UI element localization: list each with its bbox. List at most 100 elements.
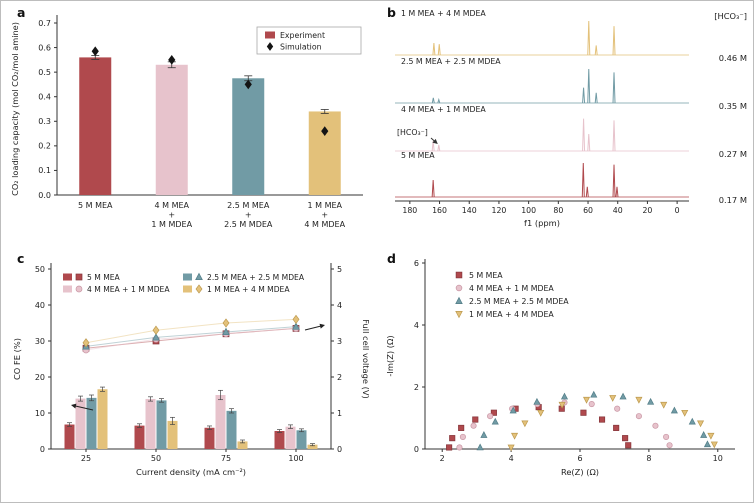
- nmr-peak: [612, 26, 616, 56]
- eis-point: [456, 444, 463, 451]
- y-tick-label: 2: [414, 383, 419, 392]
- y-tick-label-left: 0: [40, 445, 45, 454]
- legend-marker: [75, 273, 83, 281]
- legend-marker: [455, 284, 463, 292]
- simulation-marker: [168, 54, 176, 65]
- legend-marker: [266, 42, 274, 51]
- eis-point: [476, 443, 484, 451]
- x-tick-label: 80: [553, 206, 563, 215]
- legend-label: 5 M MEA: [469, 271, 503, 280]
- y-tick-label: 0.4: [38, 93, 51, 102]
- nmr-peak: [585, 186, 589, 198]
- legend-label: 2.5 M MEA + 2.5 M MDEA: [207, 273, 305, 282]
- voltage-marker: [152, 333, 160, 341]
- eis-point: [635, 396, 643, 404]
- nmr-peak: [581, 162, 585, 198]
- arrow-head: [71, 403, 77, 409]
- nmr-peak: [587, 20, 591, 56]
- co-fe-bar: [204, 427, 215, 449]
- simulation-marker: [321, 126, 329, 136]
- y-axis-title-left: CO FE (%): [12, 338, 22, 380]
- y-tick-label: 6: [414, 259, 419, 268]
- simulation-marker: [244, 79, 252, 90]
- panel-d-letter: d: [387, 251, 396, 266]
- x-tick-label: 8: [646, 454, 651, 463]
- experiment-bar: [79, 57, 112, 196]
- simulation-marker: [91, 46, 99, 57]
- eis-point: [590, 390, 598, 398]
- eis-point: [614, 405, 621, 412]
- nmr-peak: [431, 140, 435, 152]
- legend-label: 1 M MEA + 4 M MDEA: [469, 310, 554, 319]
- legend-swatch: [265, 31, 275, 39]
- voltage-line: [85, 327, 297, 351]
- panel-c-combo-chart: 0 10 20 30 40 50 0 1 2 3 4 5 25 50 75 100 5 M MEA 4 M MEA…: [12, 263, 371, 477]
- x-tick-label: 2: [440, 454, 445, 463]
- voltage-marker: [292, 322, 300, 330]
- eis-point: [688, 417, 696, 425]
- x-tick-label: 50: [151, 454, 161, 463]
- y-tick-label: 0.6: [38, 43, 51, 52]
- nmr-peak: [615, 186, 619, 198]
- x-tick-label: 140: [462, 206, 477, 215]
- x-tick-label: 4 M MEA: [154, 201, 189, 210]
- y-axis-title: CO₂ loading capacity (mol CO₂/mol amine): [10, 22, 20, 196]
- eis-point: [558, 401, 566, 409]
- y-tick-label: 0.2: [38, 142, 51, 151]
- co-fe-bar: [97, 389, 108, 449]
- x-tick-label: 20: [642, 206, 652, 215]
- legend-label: 1 M MEA + 4 M MDEA: [207, 285, 290, 294]
- voltage-marker: [292, 314, 300, 325]
- eis-point: [625, 442, 632, 449]
- eis-point: [509, 406, 517, 414]
- legend-label: 4 M MEA + 1 M MDEA: [469, 284, 554, 293]
- nmr-peak: [582, 87, 586, 104]
- x-tick-label: 40: [613, 206, 623, 215]
- panel-d-nyquist-chart: 0 2 4 6 2 4 6 8 10 5 M MEA 4 M MEA + 1 M MDEA 2.5 M…: [385, 259, 735, 477]
- nmr-peak: [594, 92, 598, 104]
- eis-point: [521, 420, 529, 428]
- y-tick-label-left: 40: [35, 301, 45, 310]
- nmr-peak: [612, 164, 616, 198]
- experiment-bar: [308, 111, 341, 195]
- y-tick-label-left: 10: [35, 409, 45, 418]
- eis-point: [613, 424, 620, 431]
- nmr-peak: [594, 45, 598, 56]
- voltage-marker: [222, 327, 230, 336]
- y-tick-label: 0.5: [38, 68, 51, 77]
- nmr-peak: [437, 97, 441, 104]
- legend-swatch: [63, 273, 72, 281]
- co-fe-bar: [145, 398, 156, 449]
- voltage-line: [85, 327, 297, 349]
- bicarbonate-value: 0.27 M: [719, 149, 747, 159]
- bicarbonate-value: 0.46 M: [719, 53, 747, 63]
- eis-point: [666, 442, 673, 449]
- co-fe-bar: [237, 441, 248, 449]
- arrow-head: [432, 138, 438, 144]
- panel-c-letter: c: [17, 251, 25, 266]
- x-tick-label: 100: [521, 206, 536, 215]
- y-tick-label-right: 0: [337, 445, 342, 454]
- legend-marker: [75, 285, 83, 293]
- legend-marker: [195, 272, 203, 281]
- legend-swatch: [63, 285, 72, 293]
- eis-point: [533, 397, 541, 405]
- x-tick-label: 75: [221, 454, 231, 463]
- co-fe-bar: [296, 430, 307, 449]
- experiment-bar: [232, 78, 265, 195]
- y-tick-label: 0.0: [38, 191, 51, 200]
- legend-marker: [455, 271, 463, 279]
- co-fe-bar: [226, 410, 237, 449]
- eis-point: [487, 413, 494, 420]
- bicarbonate-value: 0.35 M: [719, 101, 747, 111]
- x-axis-title: Re(Z) (Ω): [561, 467, 599, 477]
- voltage-line: [85, 326, 297, 347]
- eis-point: [472, 416, 479, 423]
- x-axis-title: f1 (ppm): [524, 218, 560, 228]
- legend-marker: [455, 296, 463, 304]
- eis-point: [663, 433, 670, 440]
- y-tick-label-left: 30: [35, 337, 45, 346]
- x-tick-label: 160: [432, 206, 447, 215]
- x-tick-label: 2.5 M MEA: [227, 201, 270, 210]
- y-tick-label: 0: [414, 445, 419, 454]
